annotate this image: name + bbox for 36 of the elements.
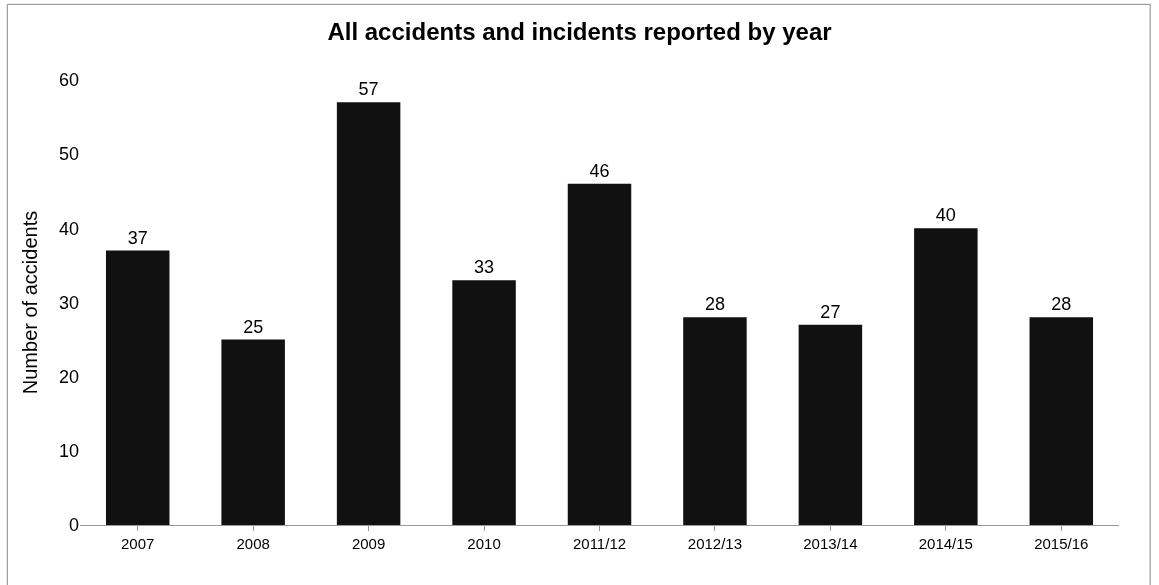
y-tick-label: 10 — [58, 441, 79, 462]
bar — [221, 339, 285, 525]
data-label: 40 — [935, 205, 956, 226]
x-tick-label: 2007 — [121, 535, 155, 552]
data-label: 37 — [127, 227, 148, 248]
x-tick-label: 2012/13 — [687, 535, 743, 552]
bar — [798, 324, 863, 525]
x-tick-label: 2009 — [351, 535, 386, 552]
y-tick-label: 50 — [58, 144, 79, 165]
y-tick-label: 20 — [58, 366, 79, 387]
data-label: 57 — [358, 79, 379, 100]
chart-title: All accidents and incidents reported by year — [327, 18, 832, 46]
y-axis-title: Number of accidents — [19, 210, 42, 395]
y-tick-label: 40 — [58, 218, 79, 239]
data-label: 33 — [474, 257, 495, 278]
bar — [683, 317, 747, 525]
data-label: 28 — [704, 294, 725, 315]
y-tick-label: 60 — [58, 70, 79, 91]
data-label: 28 — [1051, 294, 1072, 315]
bar — [452, 280, 516, 525]
data-label: 25 — [243, 316, 264, 337]
bar — [105, 250, 170, 525]
x-tick-label: 2011/12 — [572, 535, 627, 552]
bar — [567, 183, 632, 525]
x-tick-label: 2008 — [236, 535, 270, 552]
bar — [1029, 317, 1094, 525]
bar — [914, 228, 978, 525]
data-label: 46 — [589, 160, 610, 181]
x-tick-label: 2014/15 — [918, 535, 973, 552]
x-tick-label: 2015/16 — [1034, 535, 1089, 552]
y-tick-label: 30 — [58, 292, 79, 313]
x-tick-label: 2013/14 — [803, 535, 858, 552]
y-tick-label: 0 — [68, 515, 79, 536]
bar — [336, 102, 401, 525]
data-label: 27 — [820, 301, 841, 322]
x-tick-label: 2010 — [467, 535, 501, 552]
